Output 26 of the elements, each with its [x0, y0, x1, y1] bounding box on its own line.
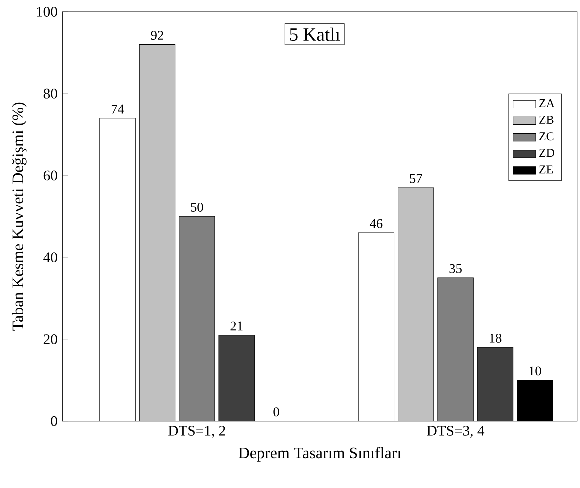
y-tick-label: 60 [44, 170, 58, 181]
text: 5 Katlı [290, 28, 340, 42]
y-axis-title: Taban Kesme Kuvveti Değişmi (%) [12, 102, 27, 331]
y-tick-label: 40 [44, 252, 58, 263]
legend-label: ZB [540, 116, 554, 124]
x-axis-title: Deprem Tasarım Sınıfları [238, 447, 402, 462]
y-tick-label: 0 [51, 416, 58, 426]
legend-label: ZA [540, 99, 555, 108]
data-label: 74 [112, 104, 124, 114]
data-label: 50 [191, 202, 204, 212]
legend-label: ZE [540, 166, 554, 174]
y-tick-label: 20 [44, 334, 58, 344]
data-label: 18 [490, 334, 502, 343]
data-label: 35 [450, 264, 462, 274]
data-label: 57 [410, 174, 422, 184]
data-label: 46 [370, 219, 383, 228]
legend-label: ZD [540, 149, 555, 158]
data-label: 0 [274, 408, 280, 417]
x-tick-label: DTS=3, 4 [427, 426, 485, 438]
x-tick-label: DTS=1, 2 [168, 426, 226, 438]
legend-label: ZC [540, 132, 554, 141]
data-label: 10 [530, 366, 542, 376]
data-label: 21 [230, 322, 243, 331]
y-tick-label: 80 [44, 88, 58, 99]
y-tick-label: 100 [37, 7, 58, 17]
data-label: 92 [151, 31, 164, 40]
